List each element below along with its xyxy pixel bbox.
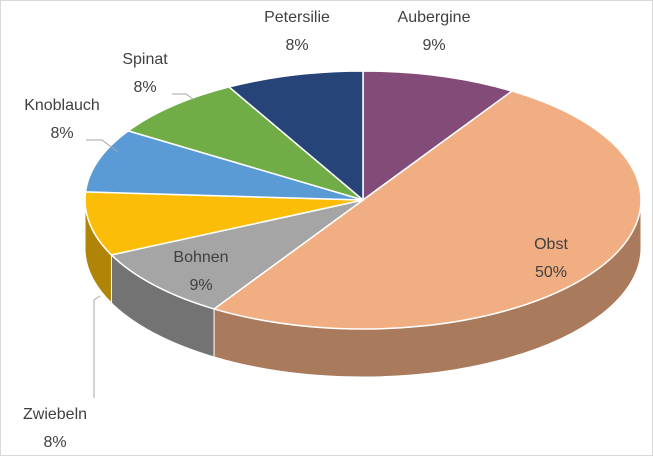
slice-value-label: 8% [285,37,308,54]
slice-label: Spinat [122,51,168,68]
pie-slice [84,130,364,201]
pie-slice [227,70,364,202]
pie-slice [84,191,364,256]
leader-line [86,139,119,153]
leader-line [172,93,195,101]
slice-value-label: 9% [422,37,445,54]
slice-value-label: 9% [189,277,212,294]
slice-label: Zwiebeln [23,406,87,423]
slice-value-label: 50% [535,264,567,281]
leader-line [93,295,101,398]
pie-slice [212,90,642,330]
slice-label: Aubergine [398,9,471,26]
pie-slice [126,86,364,201]
slice-label: Knoblauch [24,97,100,114]
pie-tops [84,70,642,330]
slice-value-label: 8% [43,434,66,451]
pie-slice [109,199,364,310]
data-labels: Aubergine 9% Obst 50% Bohnen 9% Zwiebeln 8% Knob… [23,9,568,451]
pie-slice [362,70,514,202]
slice-value-label: 8% [133,79,156,96]
slice-label: Obst [534,236,568,253]
slice-label: Bohnen [173,249,228,266]
slice-label: Petersilie [264,9,330,26]
slice-value-label: 8% [50,125,73,142]
